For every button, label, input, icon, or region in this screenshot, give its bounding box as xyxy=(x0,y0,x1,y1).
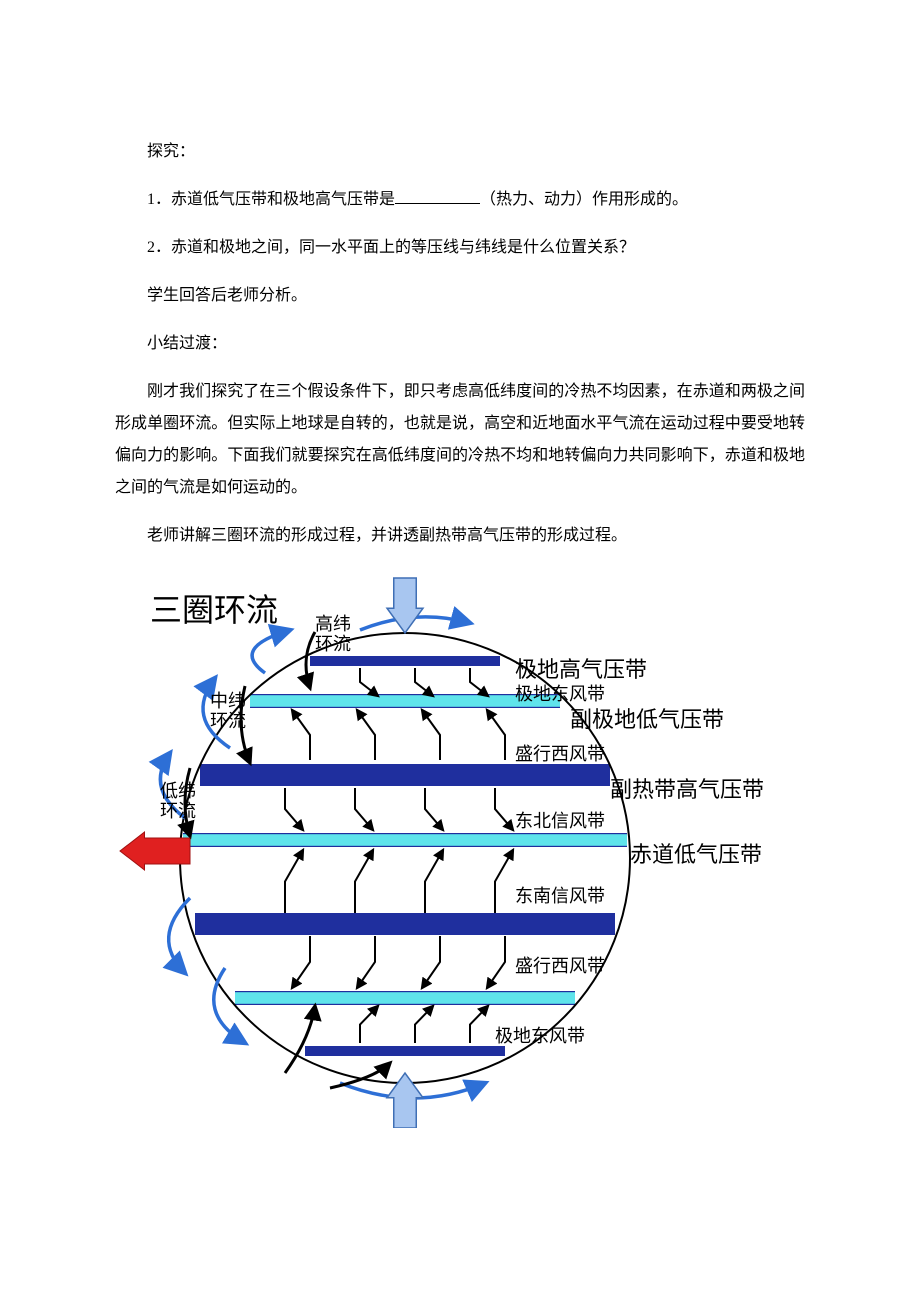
document-page: 探究： 1．赤道低气压带和极地高气压带是 （热力、动力）作用形成的。 2．赤道和极… xyxy=(0,0,920,1188)
q1-part-b: （热力、动力）作用形成的。 xyxy=(480,191,688,208)
diagram-label: 盛行西风带 xyxy=(515,948,605,984)
diagram-label: 环流 xyxy=(315,626,351,662)
diagram-label: 东北信风带 xyxy=(515,803,605,839)
q1-blank[interactable] xyxy=(395,187,480,204)
question-1: 1．赤道低气压带和极地高气压带是 （热力、动力）作用形成的。 xyxy=(115,184,805,216)
diagram-label: 东南信风带 xyxy=(515,878,605,914)
q1-part-a: 1．赤道低气压带和极地高气压带是 xyxy=(147,191,395,208)
diagram-label: 极地东风带 xyxy=(495,1018,585,1054)
diagram-label: 环流 xyxy=(160,793,196,829)
para-summary-body: 刚才我们探究了在三个假设条件下，即只考虑高低纬度间的冷热不均因素，在赤道和两极之… xyxy=(115,376,805,504)
diagram-title: 三圈环流 xyxy=(150,578,278,642)
question-2: 2．赤道和极地之间，同一水平面上的等压线与纬线是什么位置关系？ xyxy=(115,232,805,264)
diagram-label: 副热带高气压带 xyxy=(610,768,764,812)
diagram-label: 环流 xyxy=(210,703,246,739)
diagram-label: 盛行西风带 xyxy=(515,736,605,772)
diagram-label: 赤道低气压带 xyxy=(630,833,762,877)
para-teacher-explain: 老师讲解三圈环流的形成过程，并讲透副热带高气压带的形成过程。 xyxy=(115,520,805,552)
three-cell-circulation-diagram: 三圈环流 极地高气压带极地东风带副极地低气压带盛行西风带副热带高气压带东北信风带… xyxy=(115,568,805,1128)
heading-explore: 探究： xyxy=(115,136,805,168)
para-student-answer: 学生回答后老师分析。 xyxy=(115,280,805,312)
heading-summary: 小结过渡： xyxy=(115,328,805,360)
